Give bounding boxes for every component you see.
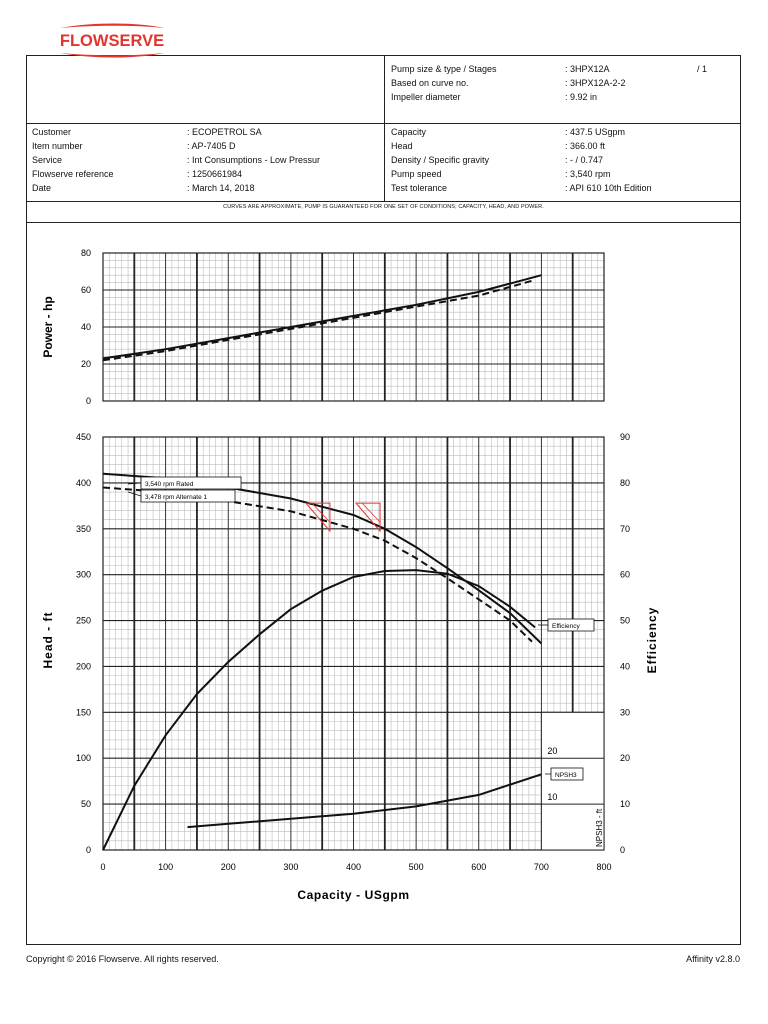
service-label: Service [32, 155, 63, 165]
curve-no-label: Based on curve no. [391, 78, 469, 88]
density-label: Density / Specific gravity [391, 155, 490, 165]
reference-value: : 1250661984 [187, 169, 243, 179]
column-divider [384, 56, 385, 201]
stages-value: / 1 [697, 64, 708, 74]
impeller-label: Impeller diameter [391, 92, 461, 102]
pump-size-value: : 3HPX12A [565, 64, 610, 74]
head-label: Head [391, 141, 413, 151]
logo-text: FLOWSERVE [60, 32, 164, 50]
date-label: Date [32, 183, 52, 193]
customer-label: Customer [32, 127, 72, 137]
note-divider [27, 222, 740, 223]
pump-size-label: Pump size & type / Stages [391, 64, 497, 74]
version: Affinity v2.8.0 [686, 954, 740, 964]
pump-speed-value: : 3,540 rpm [565, 169, 611, 179]
reference-label: Flowserve reference [32, 169, 114, 179]
capacity-label: Capacity [391, 127, 427, 137]
info-divider [27, 201, 740, 202]
item-number-value: : AP-7405 D [187, 141, 236, 151]
date-value: : March 14, 2018 [187, 183, 255, 193]
flowserve-logo: FLOWSERVE [60, 23, 164, 58]
capacity-value: : 437.5 USgpm [565, 127, 626, 137]
datasheet-frame: CURVES ARE APPROXIMATE, PUMP IS GUARANTE… [26, 55, 741, 945]
density-value: : - / 0.747 [565, 155, 604, 165]
head-value: : 366.00 ft [565, 141, 606, 151]
service-value: : Int Consumptions - Low Pressur [187, 155, 321, 165]
curve-no-value: : 3HPX12A-2-2 [565, 78, 626, 88]
guarantee-note: CURVES ARE APPROXIMATE, PUMP IS GUARANTE… [223, 204, 544, 210]
tolerance-value: : API 610 10th Edition [565, 183, 652, 193]
pump-speed-label: Pump speed [391, 169, 442, 179]
impeller-value: : 9.92 in [565, 92, 598, 102]
header-divider [27, 123, 740, 124]
copyright: Copyright © 2016 Flowserve. All rights r… [26, 954, 219, 964]
tolerance-label: Test tolerance [391, 183, 448, 193]
item-number-label: Item number [32, 141, 83, 151]
customer-value: : ECOPETROL SA [187, 127, 262, 137]
